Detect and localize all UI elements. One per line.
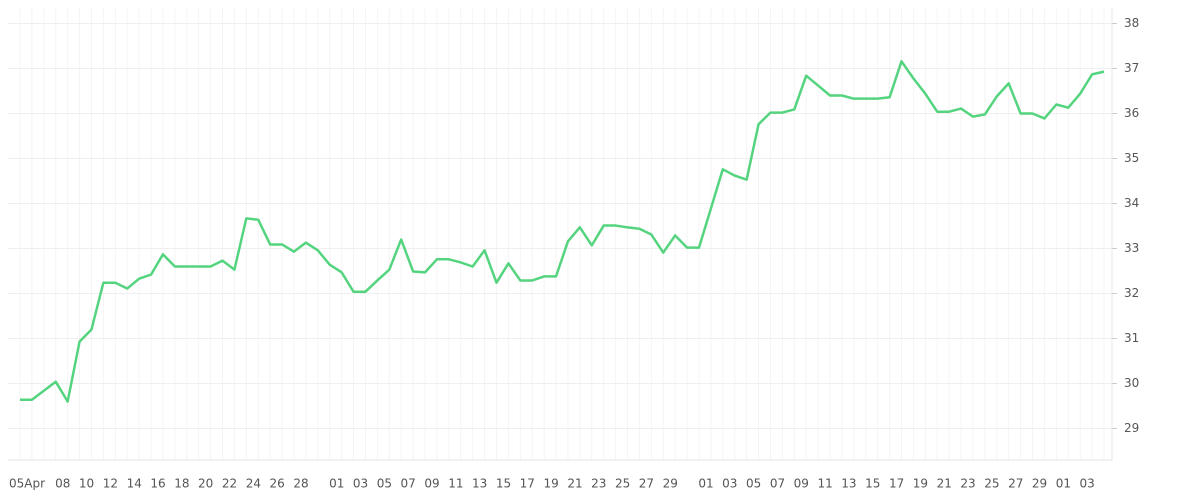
x-tick-label: 27 [639,477,654,491]
x-tick-label: 13 [472,477,487,491]
y-tick-label: 36 [1124,106,1139,120]
x-tick-label: 16 [150,477,165,491]
y-tick-label: 32 [1124,286,1139,300]
y-tick-label: 33 [1124,241,1139,255]
y-tick-label: 34 [1124,196,1139,210]
x-tick-label: 23 [591,477,606,491]
x-tick-label: 22 [222,477,237,491]
y-tick-label: 29 [1124,421,1139,435]
y-tick-label: 35 [1124,151,1139,165]
x-tick-label: 05 [377,477,392,491]
x-tick-label: 17 [889,477,904,491]
x-tick-label: 28 [293,477,308,491]
x-tick-label: 09 [424,477,439,491]
x-tick-label: 03 [1080,477,1095,491]
x-tick-label: 01 [329,477,344,491]
x-tick-label: 21 [567,477,582,491]
y-tick-label: 37 [1124,61,1139,75]
x-tick-label: 26 [270,477,285,491]
x-tick-label: 17 [520,477,535,491]
y-tick-label: 30 [1124,376,1139,390]
x-tick-label: 01 [698,477,713,491]
x-tick-label: 14 [127,477,142,491]
x-tick-label: 10 [79,477,94,491]
x-tick-label: 13 [841,477,856,491]
x-tick-label: 07 [770,477,785,491]
x-tick-label: 09 [794,477,809,491]
x-tick-label: 03 [722,477,737,491]
x-tick-label: 19 [543,477,558,491]
x-tick-label: 18 [174,477,189,491]
price-line [20,60,1105,403]
y-tick-label: 31 [1124,331,1139,345]
x-tick-label: 11 [448,477,463,491]
x-tick-label: 23 [960,477,975,491]
x-tick-label: 29 [1032,477,1047,491]
x-tick-label: 11 [817,477,832,491]
x-tick-label: 15 [496,477,511,491]
x-tick-label: 25 [984,477,999,491]
x-tick-label: 19 [913,477,928,491]
x-tick-label: 24 [246,477,261,491]
x-tick-label: 03 [353,477,368,491]
x-tick-label: 29 [663,477,678,491]
x-tick-label: 12 [103,477,118,491]
x-tick-label: 20 [198,477,213,491]
x-tick-label: 08 [55,477,70,491]
x-tick-label: 05 [746,477,761,491]
y-tick-label: 38 [1124,16,1139,30]
x-tick-label: 21 [937,477,952,491]
x-tick-label: 01 [1056,477,1071,491]
x-tick-label: 25 [615,477,630,491]
x-tick-label: 05Apr [9,477,45,491]
x-tick-label: 07 [401,477,416,491]
x-tick-label: 15 [865,477,880,491]
x-tick-label: 27 [1008,477,1023,491]
